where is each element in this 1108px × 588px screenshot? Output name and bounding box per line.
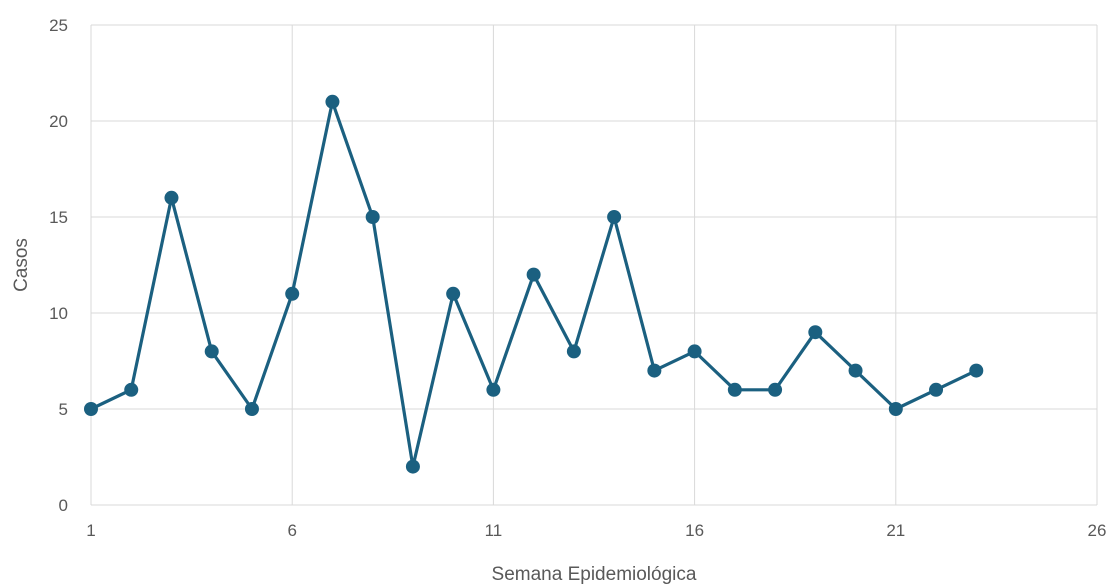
series-layer xyxy=(84,94,984,474)
y-tick-label: 15 xyxy=(49,208,68,227)
y-axis-tick-labels: 0 5 10 15 20 25 xyxy=(49,16,68,515)
data-point xyxy=(808,325,823,340)
data-point xyxy=(526,267,541,282)
vertical-gridlines xyxy=(90,25,1098,505)
data-point xyxy=(727,382,742,397)
x-tick-label: 26 xyxy=(1088,521,1107,540)
y-tick-label: 25 xyxy=(49,16,68,35)
data-point xyxy=(647,363,662,378)
data-point xyxy=(325,94,340,109)
data-point xyxy=(405,459,420,474)
horizontal-gridlines xyxy=(91,24,1097,506)
series-line xyxy=(90,100,977,469)
x-tick-label: 16 xyxy=(685,521,704,540)
data-point xyxy=(285,286,300,301)
data-point xyxy=(244,402,259,416)
x-tick-label: 1 xyxy=(86,521,95,540)
x-axis-title: Semana Epidemiológica xyxy=(492,564,697,585)
y-tick-label: 5 xyxy=(59,400,68,419)
x-tick-label: 11 xyxy=(485,521,503,540)
data-point xyxy=(204,344,219,359)
y-tick-label: 0 xyxy=(59,496,68,515)
data-point xyxy=(124,382,139,397)
y-tick-label: 20 xyxy=(49,112,68,131)
x-axis-tick-labels: 1 6 11 16 21 26 xyxy=(86,521,1106,540)
data-point xyxy=(486,382,501,397)
y-tick-label: 10 xyxy=(49,304,68,323)
data-point xyxy=(446,286,461,301)
data-point xyxy=(164,190,179,205)
y-axis-title: Casos xyxy=(11,238,32,292)
data-point xyxy=(848,363,863,378)
data-point xyxy=(566,344,581,359)
data-point xyxy=(365,210,380,224)
data-point xyxy=(768,382,783,397)
data-point xyxy=(607,210,622,224)
x-tick-label: 21 xyxy=(886,521,905,540)
data-point xyxy=(84,402,98,416)
data-point xyxy=(888,402,903,416)
x-tick-label: 6 xyxy=(287,521,296,540)
data-point xyxy=(969,363,984,378)
data-point xyxy=(687,344,702,359)
data-point xyxy=(929,382,944,397)
